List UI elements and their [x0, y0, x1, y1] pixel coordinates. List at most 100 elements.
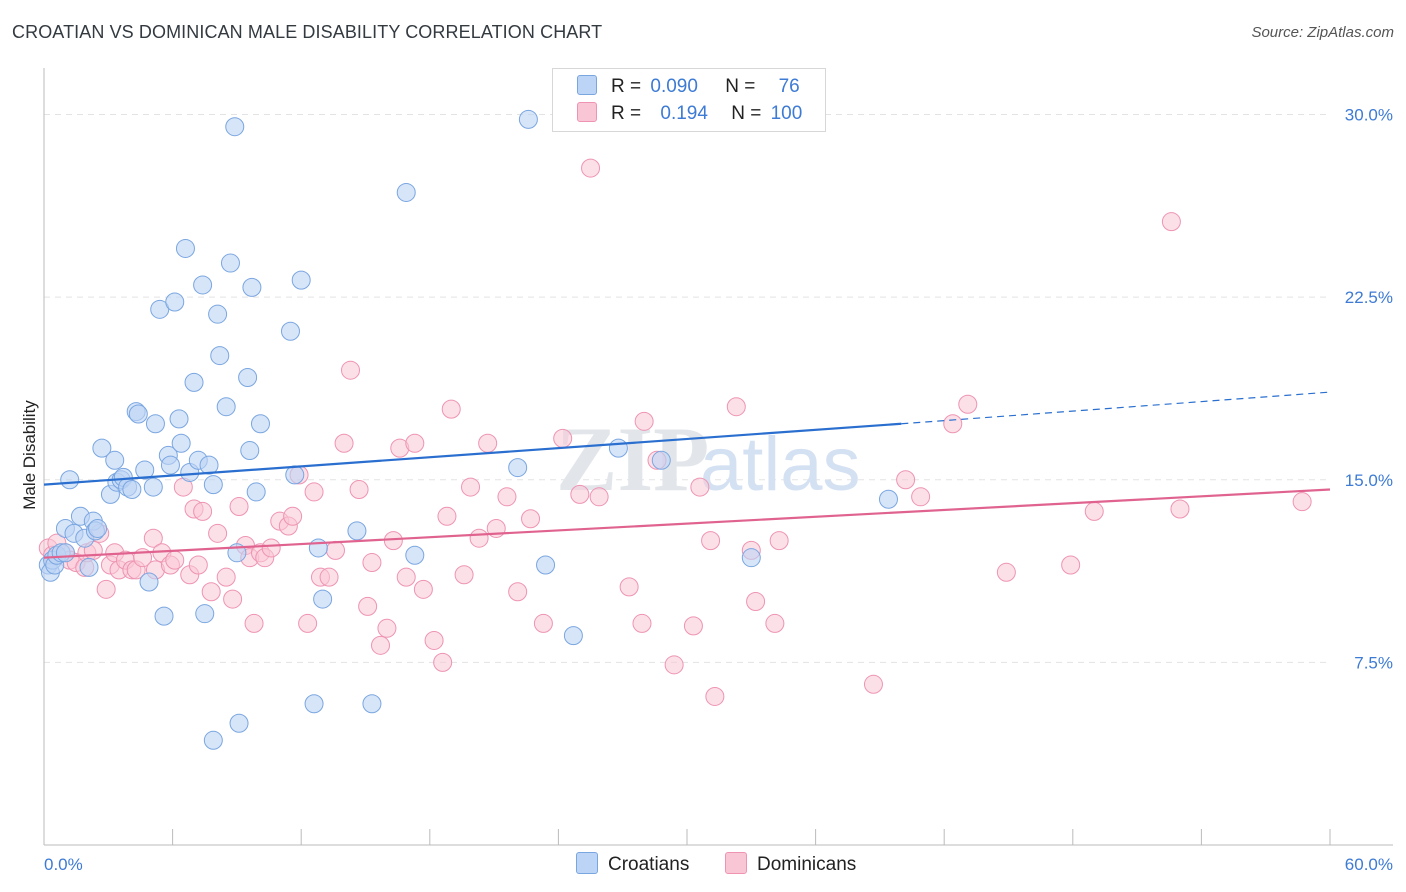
croatians-point	[145, 414, 165, 434]
dominicans-point	[433, 652, 453, 672]
dominicans-point	[362, 553, 382, 573]
croatians-points	[38, 109, 898, 750]
croatians-point	[128, 404, 148, 424]
y-tick-label: 22.5%	[1345, 288, 1393, 307]
dominicans-point	[383, 531, 403, 551]
dominicans-point	[521, 509, 541, 529]
dominicans-point	[377, 618, 397, 638]
legend-item-croatians: Croatians	[576, 852, 689, 876]
dominicans-point	[619, 577, 639, 597]
croatians-point	[154, 606, 174, 626]
dominicans-point	[478, 433, 498, 453]
croatians-point	[536, 555, 556, 575]
dominicans-point	[304, 482, 324, 502]
croatians-point	[285, 465, 305, 485]
croatians-point	[105, 450, 125, 470]
dominicans-point	[461, 477, 481, 497]
legend-r-label: R =	[611, 103, 642, 124]
dominicans-point	[497, 487, 517, 507]
legend-n-label: N =	[725, 76, 756, 97]
dominicans-point	[223, 589, 243, 609]
croatians-swatch	[577, 75, 597, 95]
y-tick-label: 15.0%	[1345, 471, 1393, 490]
x-tick-label-max: 60.0%	[1345, 855, 1393, 874]
croatians-point	[280, 321, 300, 341]
croatians-point	[171, 433, 191, 453]
dominicans-point	[165, 550, 185, 570]
dominicans-point	[863, 674, 883, 694]
croatians-point	[242, 277, 262, 297]
croatians-point	[160, 455, 180, 475]
dominicans-point	[325, 540, 345, 560]
legend-item-dominicans: Dominicans	[725, 852, 856, 876]
watermark-atlas: atlas	[700, 422, 861, 507]
legend-n-value-dominicans: 100	[770, 103, 803, 124]
croatians-point	[225, 117, 245, 137]
dominicans-point	[371, 635, 391, 655]
dominicans-point	[216, 567, 236, 587]
legend-r-value-croatians: 0.090	[650, 76, 698, 97]
croatians-point	[175, 238, 195, 258]
stats-legend: R = 0.090 N = 76 R = 0.194 N = 100	[552, 68, 826, 132]
dominicans-point	[340, 360, 360, 380]
croatians-point	[122, 480, 142, 500]
dominicans-point	[413, 579, 433, 599]
croatians-point	[246, 482, 266, 502]
croatians-point	[250, 414, 270, 434]
croatians-point	[229, 713, 249, 733]
dominicans-point	[769, 531, 789, 551]
dominicans-point	[319, 567, 339, 587]
croatians-point	[741, 548, 761, 568]
dominicans-point	[690, 477, 710, 497]
dominicans-point	[261, 538, 281, 558]
legend-r-label: R =	[611, 76, 642, 97]
dominicans-legend-swatch	[725, 852, 747, 874]
croatians-point	[313, 589, 333, 609]
dominicans-point	[589, 487, 609, 507]
croatians-point	[396, 182, 416, 202]
dominicans-point	[201, 582, 221, 602]
croatians-point	[518, 109, 538, 129]
dominicans-point	[424, 630, 444, 650]
dominicans-point	[358, 596, 378, 616]
dominicans-point	[441, 399, 461, 419]
croatians-point	[60, 470, 80, 490]
dominicans-point	[1292, 492, 1312, 512]
croatians-point	[304, 694, 324, 714]
croatians-point	[608, 438, 628, 458]
dominicans-point	[570, 484, 590, 504]
croatians-legend-label: Croatians	[608, 854, 690, 875]
trend-lines	[43, 391, 1331, 559]
dominicans-point	[208, 523, 228, 543]
croatians-point	[563, 626, 583, 646]
dominicans-point	[188, 555, 208, 575]
croatians-point	[79, 557, 99, 577]
dominicans-point	[634, 411, 654, 431]
croatians-point	[220, 253, 240, 273]
legend-row-croatians: R = 0.090 N = 76	[577, 75, 804, 99]
croatians-point	[184, 372, 204, 392]
dominicans-point	[996, 562, 1016, 582]
croatians-point	[651, 450, 671, 470]
tick-labels: 7.5% 15.0% 22.5% 30.0% 0.0% 60.0%	[44, 106, 1393, 874]
dominicans-point	[469, 528, 489, 548]
source-note: Source: ZipAtlas.com	[1251, 24, 1394, 41]
dominicans-point	[746, 592, 766, 612]
dominicans-point	[701, 531, 721, 551]
chart-title: CROATIAN VS DOMINICAN MALE DISABILITY CO…	[12, 22, 603, 42]
dominicans-point	[193, 501, 213, 521]
croatians-point	[143, 477, 163, 497]
dominicans-point	[334, 433, 354, 453]
dominicans-point	[437, 506, 457, 526]
dominicans-point	[1061, 555, 1081, 575]
dominicans-point	[553, 428, 573, 448]
y-tick-label: 30.0%	[1345, 106, 1393, 125]
croatians-point	[308, 538, 328, 558]
dominicans-point	[533, 613, 553, 633]
dominicans-point	[283, 506, 303, 526]
croatians-point	[208, 304, 228, 324]
dominicans-point	[229, 497, 249, 517]
croatians-point	[291, 270, 311, 290]
croatians-point	[195, 604, 215, 624]
